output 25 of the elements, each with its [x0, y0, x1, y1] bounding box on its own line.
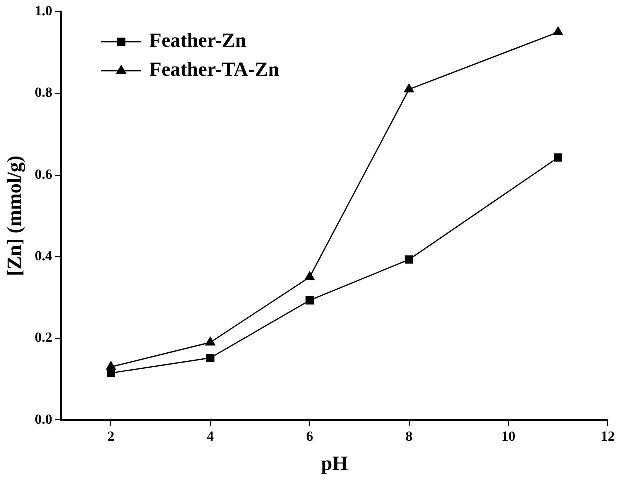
legend-label: Feather-TA-Zn	[150, 59, 280, 82]
point	[405, 256, 414, 264]
x-tick-label: 8	[406, 430, 413, 446]
point	[206, 337, 216, 346]
x-tick-label: 10	[502, 430, 516, 446]
y-tick-label: 0.4	[35, 250, 52, 265]
point	[404, 84, 414, 93]
point	[306, 296, 314, 305]
x-tick-label: 6	[306, 430, 314, 446]
x-tick-label: 12	[601, 430, 615, 446]
y-tick-label: 0.6	[35, 168, 52, 183]
y-tick-label: 0.8	[35, 86, 52, 102]
y-tick-label: 0.0	[35, 412, 52, 428]
point	[304, 272, 315, 280]
point	[206, 354, 215, 362]
legend-label: Feather-Zn	[150, 30, 247, 52]
x-tick-label: 4	[207, 430, 214, 446]
y-tick-label: 1.0	[35, 4, 52, 20]
point	[554, 154, 562, 162]
x-axis-title: pH	[321, 453, 349, 476]
point	[553, 26, 564, 36]
y-tick-label: 0.2	[35, 331, 52, 346]
y-axis-title: [Zn] (mmol/g)	[4, 156, 26, 276]
point	[107, 369, 116, 378]
x-tick-label: 2	[108, 430, 115, 446]
